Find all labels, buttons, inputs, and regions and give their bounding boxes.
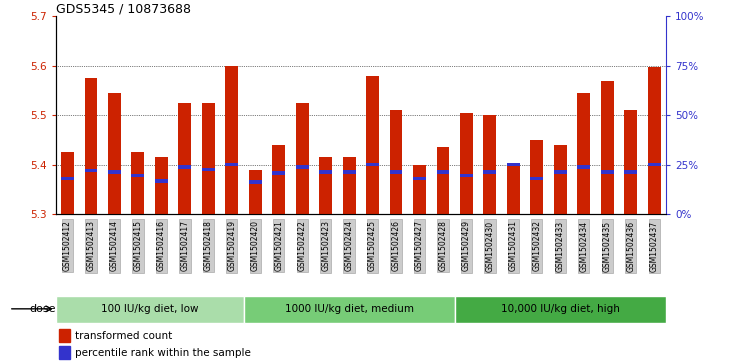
Bar: [295, 166, 309, 169]
Bar: [460, 113, 473, 214]
Bar: [155, 157, 168, 214]
Bar: [56, 295, 243, 323]
Text: 10,000 IU/kg diet, high: 10,000 IU/kg diet, high: [501, 304, 620, 314]
Text: dose: dose: [29, 304, 56, 314]
Bar: [390, 170, 403, 174]
Bar: [319, 157, 332, 214]
Bar: [202, 168, 215, 171]
Text: 1000 IU/kg diet, medium: 1000 IU/kg diet, medium: [285, 304, 414, 314]
Text: percentile rank within the sample: percentile rank within the sample: [74, 348, 251, 358]
Bar: [272, 145, 285, 214]
Bar: [343, 170, 356, 174]
Bar: [624, 170, 637, 174]
Bar: [59, 346, 70, 359]
Bar: [132, 152, 144, 214]
Bar: [554, 145, 567, 214]
Bar: [648, 163, 661, 167]
Bar: [484, 170, 496, 174]
Bar: [61, 177, 74, 180]
Bar: [507, 165, 520, 214]
Bar: [225, 66, 238, 214]
Bar: [390, 110, 403, 214]
Text: 100 IU/kg diet, low: 100 IU/kg diet, low: [101, 304, 199, 314]
Bar: [507, 163, 520, 167]
Bar: [455, 295, 666, 323]
Bar: [600, 170, 614, 174]
Bar: [319, 170, 332, 174]
Bar: [155, 179, 168, 183]
Bar: [366, 163, 379, 167]
Bar: [59, 329, 70, 342]
Bar: [624, 110, 637, 214]
Bar: [600, 81, 614, 214]
Bar: [295, 103, 309, 214]
Bar: [248, 180, 262, 184]
Bar: [108, 170, 121, 174]
Bar: [272, 171, 285, 175]
Text: transformed count: transformed count: [74, 331, 172, 340]
Bar: [108, 93, 121, 214]
Bar: [530, 140, 543, 214]
Bar: [225, 163, 238, 167]
Bar: [484, 115, 496, 214]
Bar: [437, 147, 449, 214]
Bar: [530, 177, 543, 180]
Bar: [648, 67, 661, 214]
Bar: [460, 174, 473, 177]
Bar: [413, 165, 426, 214]
Bar: [179, 103, 191, 214]
Bar: [85, 78, 97, 214]
Text: GDS5345 / 10873688: GDS5345 / 10873688: [56, 2, 190, 15]
Bar: [243, 295, 455, 323]
Bar: [85, 169, 97, 172]
Bar: [343, 157, 356, 214]
Bar: [437, 170, 449, 174]
Bar: [413, 177, 426, 180]
Bar: [132, 174, 144, 177]
Bar: [366, 76, 379, 214]
Bar: [577, 166, 590, 169]
Bar: [179, 166, 191, 169]
Bar: [577, 93, 590, 214]
Bar: [554, 170, 567, 174]
Bar: [61, 152, 74, 214]
Bar: [202, 103, 215, 214]
Bar: [248, 170, 262, 214]
